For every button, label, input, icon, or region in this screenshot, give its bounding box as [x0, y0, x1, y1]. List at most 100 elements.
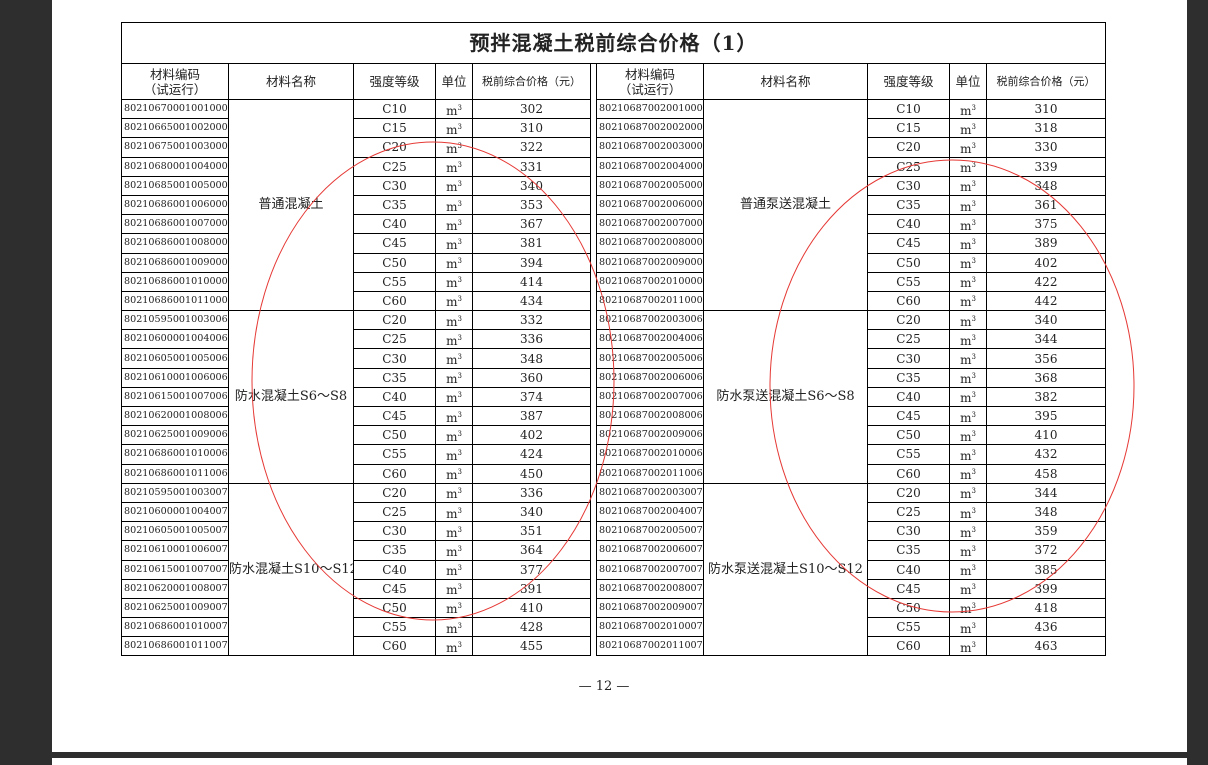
unit: m3 — [949, 290, 987, 312]
material-code: 802105950010030071 — [121, 482, 229, 503]
unit: m3 — [435, 617, 473, 638]
material-code: 802106860010100071 — [121, 617, 229, 638]
strength-grade: C45 — [353, 578, 436, 599]
material-code: 802106870020050001 — [596, 175, 704, 196]
material-code: 802106870020070071 — [596, 559, 704, 580]
material-code: 802106250010090061 — [121, 425, 229, 446]
unit: m3 — [435, 521, 473, 542]
material-code: 802106870020090001 — [596, 252, 704, 273]
unit: m3 — [949, 482, 987, 503]
strength-grade: C45 — [353, 233, 436, 254]
strength-grade: C25 — [867, 501, 950, 523]
header-name: 材料名称 — [228, 63, 354, 100]
unit: m3 — [949, 348, 987, 369]
price: 418 — [986, 597, 1106, 619]
price: 340 — [986, 310, 1106, 331]
strength-grade: C40 — [353, 214, 436, 235]
material-code: 802106870020090071 — [596, 597, 704, 619]
unit: m3 — [435, 156, 473, 177]
strength-grade: C50 — [867, 597, 950, 619]
strength-grade: C25 — [867, 329, 950, 350]
price: 359 — [986, 521, 1106, 542]
material-code: 802106870020110071 — [596, 636, 704, 657]
price: 322 — [472, 137, 591, 158]
price: 381 — [472, 233, 591, 254]
material-code: 802106100010060071 — [121, 540, 229, 561]
price: 387 — [472, 405, 591, 427]
strength-grade: C30 — [353, 521, 436, 542]
material-code: 802105950010030061 — [121, 310, 229, 331]
strength-grade: C20 — [867, 310, 950, 331]
material-code: 802106650010020001 — [121, 118, 229, 139]
material-name: 普通混凝土 — [228, 98, 354, 312]
price: 399 — [986, 578, 1106, 599]
unit: m3 — [435, 597, 473, 619]
material-code: 802106870020030071 — [596, 482, 704, 503]
price: 340 — [472, 501, 591, 523]
strength-grade: C35 — [353, 194, 436, 216]
material-code: 802106200010080061 — [121, 405, 229, 427]
strength-grade: C30 — [867, 521, 950, 542]
price: 377 — [472, 559, 591, 580]
price: 434 — [472, 290, 591, 312]
strength-grade: C60 — [867, 290, 950, 312]
strength-grade: C45 — [353, 405, 436, 427]
material-code: 802106870020030001 — [596, 137, 704, 158]
material-code: 802106750010030001 — [121, 137, 229, 158]
material-code: 802106870020060001 — [596, 194, 704, 216]
strength-grade: C60 — [867, 463, 950, 484]
material-code: 802106050010050071 — [121, 521, 229, 542]
price: 356 — [986, 348, 1106, 369]
price: 414 — [472, 271, 591, 292]
next-page-edge — [52, 758, 1187, 765]
unit: m3 — [949, 405, 987, 427]
header-price-right: 税前综合价格（元） — [986, 63, 1106, 100]
material-code: 802106150010070071 — [121, 559, 229, 580]
unit: m3 — [949, 118, 987, 139]
price: 336 — [472, 329, 591, 350]
price: 374 — [472, 386, 591, 408]
material-code: 802106870020060061 — [596, 367, 704, 388]
unit: m3 — [949, 194, 987, 216]
unit: m3 — [435, 540, 473, 561]
unit: m3 — [949, 597, 987, 619]
price: 344 — [986, 329, 1106, 350]
strength-grade: C45 — [867, 405, 950, 427]
header-unit: 单位 — [435, 63, 473, 100]
unit: m3 — [949, 367, 987, 388]
material-code: 802106850010050001 — [121, 175, 229, 196]
header-price: 税前综合价格（元） — [472, 63, 591, 100]
price: 336 — [472, 482, 591, 503]
price: 450 — [472, 463, 591, 484]
strength-grade: C45 — [867, 578, 950, 599]
material-code: 802106870020050061 — [596, 348, 704, 369]
material-name: 防水泵送混凝土S10～S12 — [703, 482, 868, 657]
material-code: 802106700010010001 — [121, 98, 229, 120]
material-code: 802106860010100061 — [121, 444, 229, 465]
price: 339 — [986, 156, 1106, 177]
strength-grade: C40 — [867, 559, 950, 580]
material-code: 802106860010110001 — [121, 290, 229, 312]
material-name: 防水混凝土S6～S8 — [228, 310, 354, 484]
price: 463 — [986, 636, 1106, 657]
price: 422 — [986, 271, 1106, 292]
unit: m3 — [949, 98, 987, 120]
price: 385 — [986, 559, 1106, 580]
header-grade-right: 强度等级 — [867, 63, 950, 100]
unit: m3 — [435, 559, 473, 580]
unit: m3 — [435, 405, 473, 427]
strength-grade: C15 — [867, 118, 950, 139]
price: 331 — [472, 156, 591, 177]
material-code: 802106870020060071 — [596, 540, 704, 561]
strength-grade: C35 — [867, 540, 950, 561]
strength-grade: C45 — [867, 233, 950, 254]
material-code: 802106870020040071 — [596, 501, 704, 523]
price: 353 — [472, 194, 591, 216]
strength-grade: C30 — [353, 348, 436, 369]
price: 310 — [472, 118, 591, 139]
strength-grade: C55 — [353, 444, 436, 465]
price: 340 — [472, 175, 591, 196]
strength-grade: C25 — [867, 156, 950, 177]
material-code: 802106860010070001 — [121, 214, 229, 235]
material-code: 802106870020100001 — [596, 271, 704, 292]
